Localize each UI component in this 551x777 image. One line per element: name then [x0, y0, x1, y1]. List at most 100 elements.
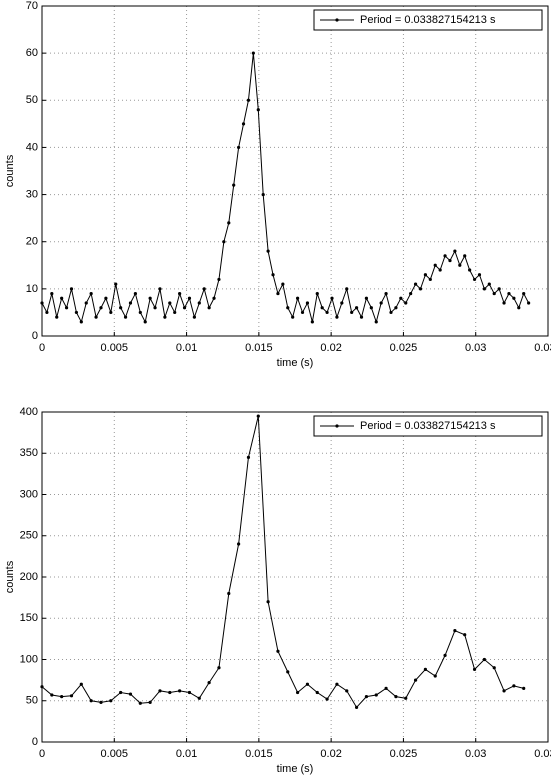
y-tick-label: 300 — [20, 488, 38, 500]
subplot: 0 0.005 0.01 0.015 0.02 0.025 0.03 0.035 0 10 20 30… — [4, 0, 551, 369]
x-axis-label: time (s) — [277, 357, 314, 369]
data-point — [291, 315, 295, 319]
data-point — [241, 122, 246, 126]
x-tick-label: 0.005 — [101, 748, 129, 760]
data-point — [94, 315, 98, 319]
data-point — [178, 689, 182, 693]
data-point — [507, 291, 511, 296]
data-point — [300, 310, 305, 315]
data-point — [413, 282, 418, 286]
x-tick-label: 0.025 — [390, 748, 418, 760]
data-point — [286, 670, 290, 674]
axes-box — [41, 411, 549, 743]
data-point — [463, 633, 467, 637]
y-tick-label: 150 — [20, 612, 38, 624]
data-point — [138, 310, 142, 315]
data-point — [148, 296, 152, 300]
data-point — [202, 287, 206, 291]
y-tick-label: 200 — [20, 571, 38, 583]
data-point — [364, 695, 369, 699]
data-point — [453, 629, 457, 633]
data-point — [168, 690, 172, 695]
data-point — [448, 258, 452, 263]
data-point — [222, 240, 226, 244]
x-axis-label: time (s) — [277, 763, 314, 775]
data-point — [143, 320, 147, 324]
data-point — [418, 287, 423, 291]
data-point — [246, 455, 251, 459]
data-point — [123, 315, 128, 319]
data-point — [55, 315, 59, 319]
data-point — [502, 689, 506, 693]
data-point — [227, 591, 231, 596]
data-point — [45, 310, 49, 315]
data-point — [413, 678, 418, 682]
data-point — [325, 310, 329, 315]
data-point — [197, 301, 201, 305]
data-point — [477, 273, 482, 277]
data-point — [104, 296, 108, 300]
data-point — [173, 310, 177, 315]
data-point — [330, 296, 334, 300]
data-point — [472, 277, 477, 282]
legend-marker — [335, 424, 339, 428]
data-point — [443, 254, 447, 258]
data-point — [354, 705, 359, 709]
data-point — [237, 145, 241, 150]
data-point — [394, 306, 398, 310]
data-point — [428, 277, 432, 282]
data-point — [512, 296, 516, 300]
data-point — [178, 291, 182, 296]
data-point — [374, 693, 378, 697]
data-point — [438, 268, 442, 272]
data-point — [128, 692, 133, 696]
legend-marker — [335, 18, 339, 22]
data-point — [502, 301, 506, 305]
y-tick-label: 10 — [26, 283, 38, 295]
y-tick-label: 20 — [26, 236, 38, 248]
data-point — [350, 310, 354, 315]
data-point — [335, 682, 339, 686]
data-point — [187, 690, 192, 695]
data-point — [276, 291, 280, 296]
data-point — [359, 315, 364, 319]
data-point — [79, 682, 83, 686]
x-tick-label: 0.015 — [245, 748, 273, 760]
data-point — [114, 282, 118, 286]
data-point — [256, 108, 260, 112]
data-point — [227, 221, 231, 225]
x-tick-label: 0.02 — [320, 748, 341, 760]
x-tick-label: 0.035 — [534, 748, 551, 760]
data-point — [119, 306, 123, 310]
y-tick-label: 70 — [26, 0, 38, 12]
data-point — [119, 690, 123, 695]
data-point — [389, 310, 393, 315]
data-point — [212, 296, 216, 300]
x-tick-label: 0.03 — [465, 342, 486, 354]
data-point — [217, 277, 221, 282]
data-point — [482, 657, 486, 662]
data-point — [364, 296, 369, 300]
data-point — [497, 287, 501, 291]
data-point — [69, 287, 74, 291]
x-tick-label: 0.015 — [245, 342, 273, 354]
data-point — [463, 254, 467, 258]
data-point — [207, 306, 211, 310]
data-point — [109, 310, 113, 315]
data-point — [487, 282, 491, 286]
y-tick-label: 0 — [32, 736, 38, 748]
x-tick-label: 0.03 — [465, 748, 486, 760]
data-point — [458, 263, 462, 267]
data-point — [153, 306, 157, 310]
data-point — [423, 273, 428, 277]
data-point — [482, 287, 486, 291]
y-axis-label: counts — [4, 154, 16, 187]
data-point — [217, 666, 221, 670]
data-point — [384, 686, 388, 690]
data-point — [472, 667, 477, 672]
data-point — [354, 306, 359, 310]
data-point — [40, 685, 44, 689]
y-tick-label: 100 — [20, 653, 38, 665]
data-point — [69, 694, 74, 698]
